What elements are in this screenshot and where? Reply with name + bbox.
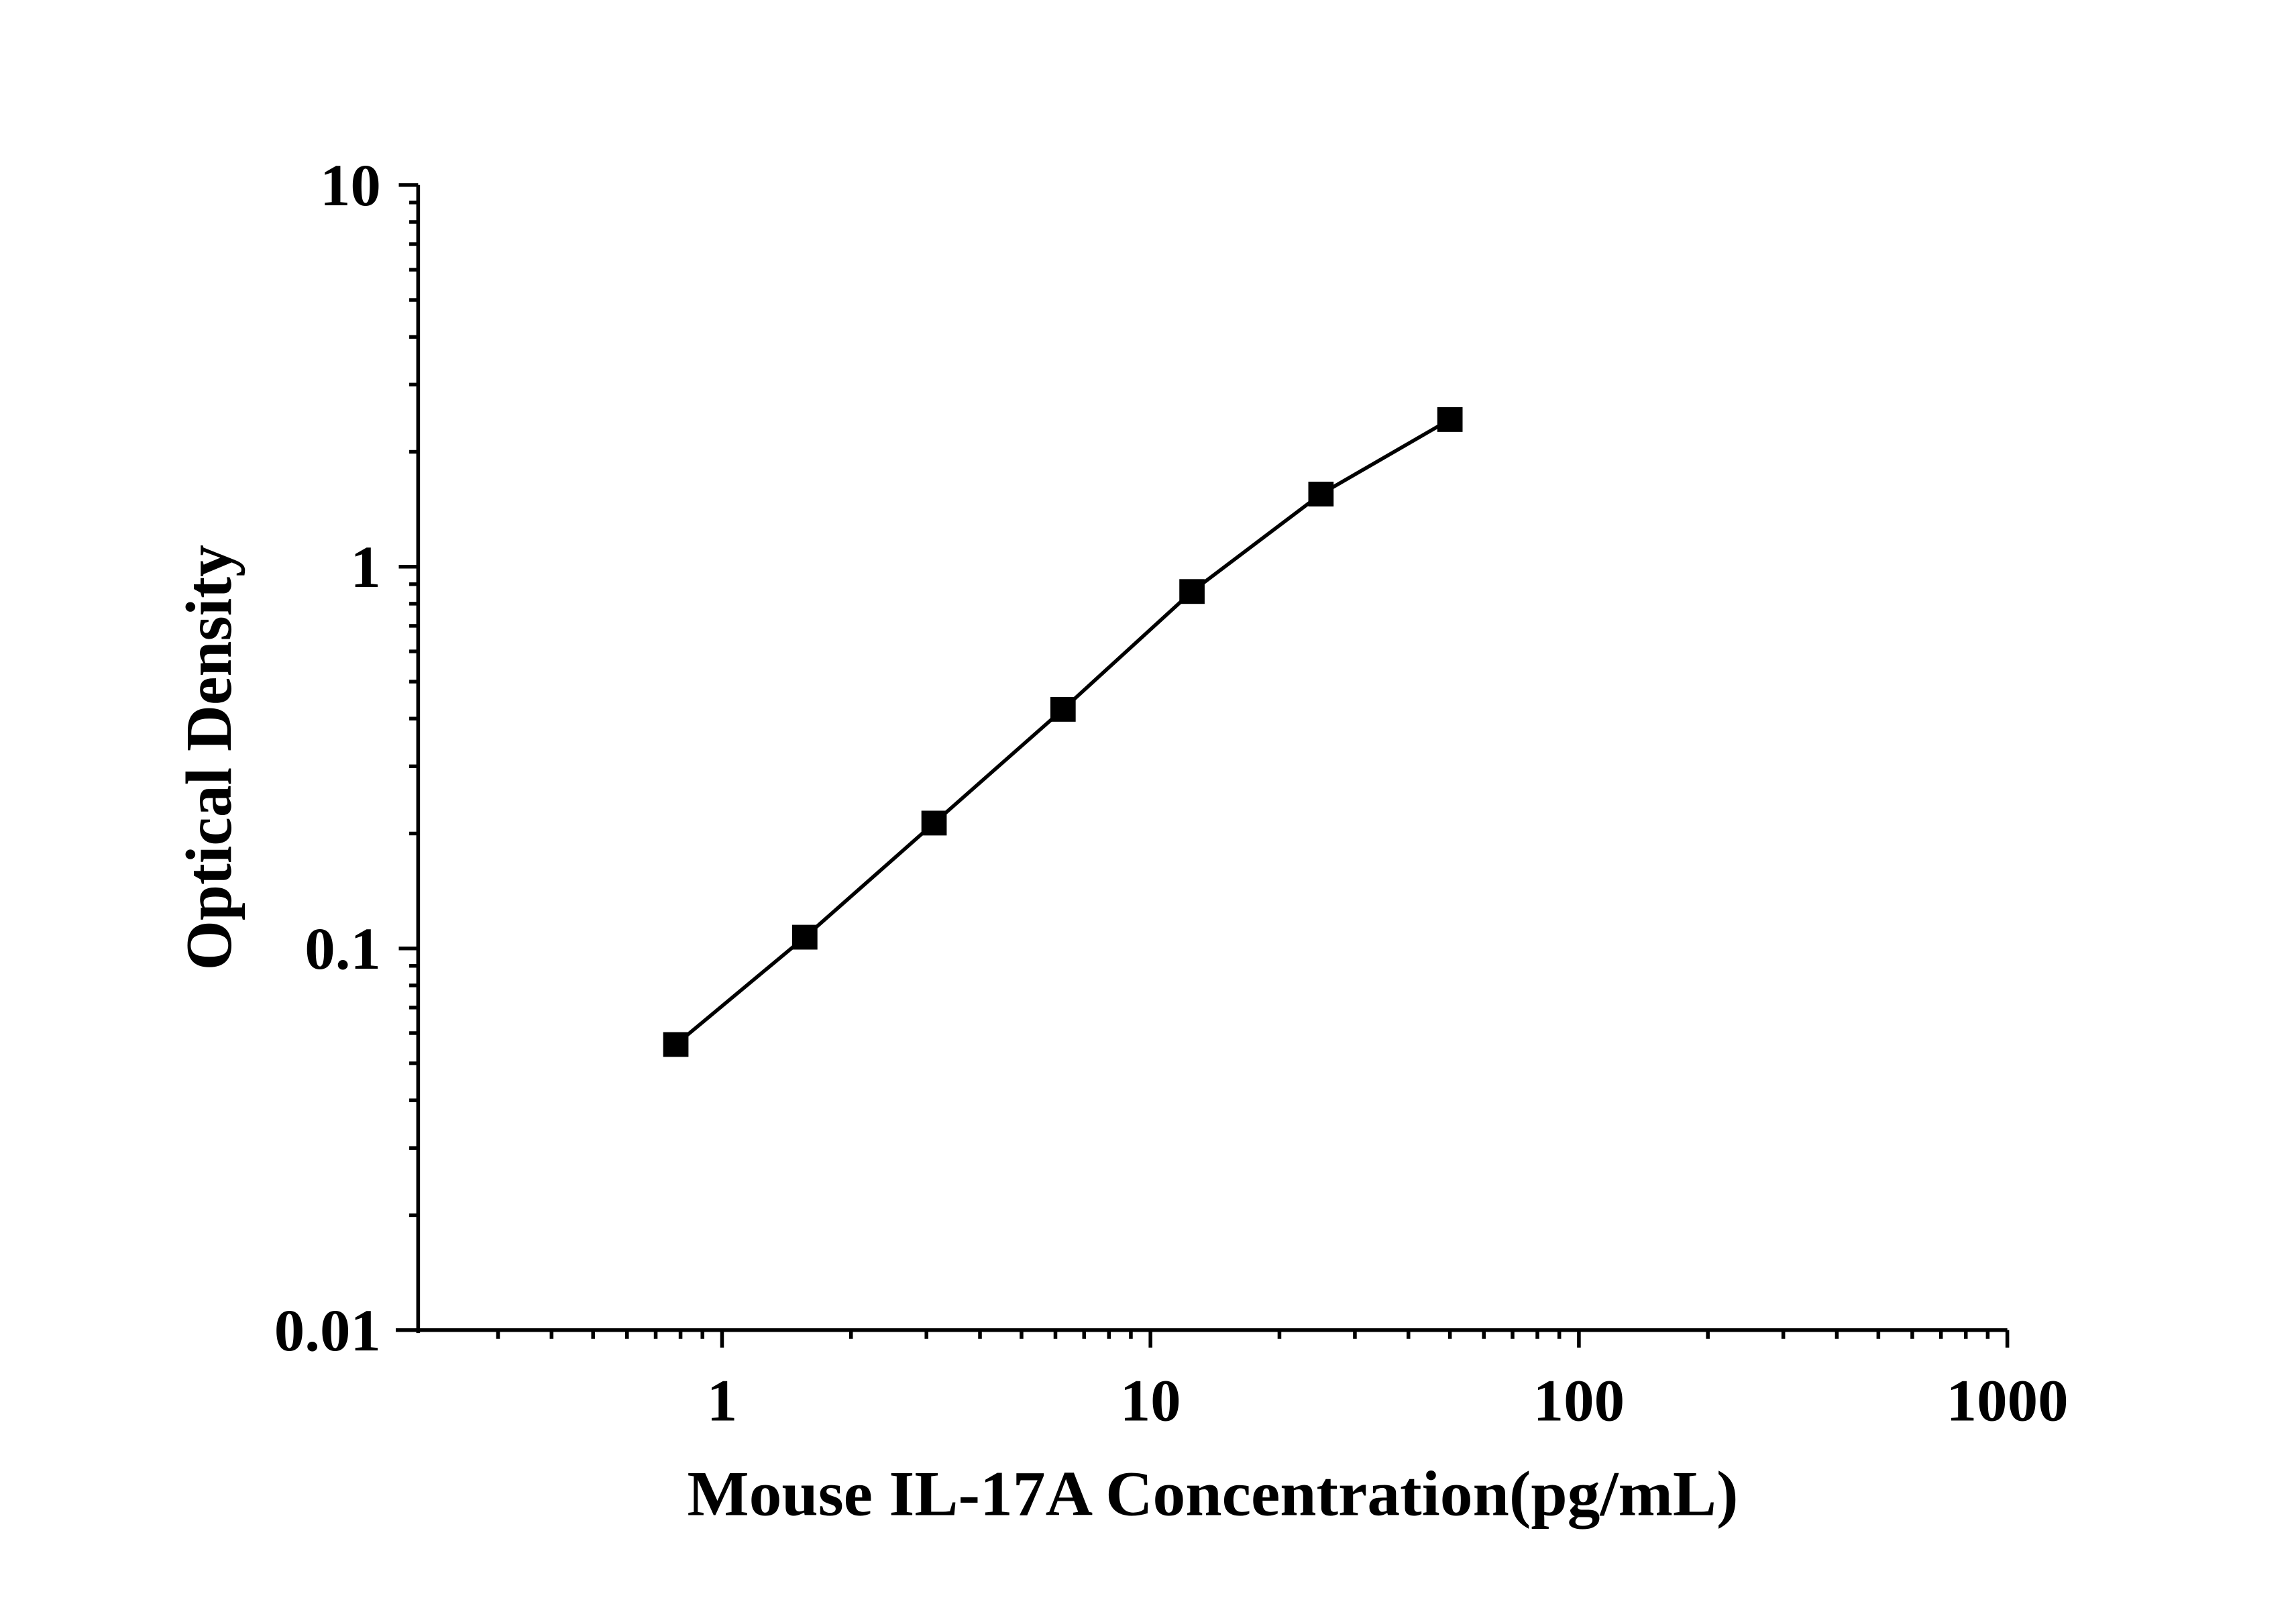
marker [1050,696,1076,722]
marker [921,810,947,836]
y-tick-label: 10 [320,153,381,219]
y-axis-title: Optical Density [172,545,245,970]
x-tick-label: 1000 [1947,1368,2069,1434]
y-tick-label: 0.01 [274,1298,381,1364]
x-axis-title: Mouse IL-17A Concentration(pg/mL) [687,1458,1738,1529]
y-tick-label: 1 [350,535,380,600]
x-tick-label: 100 [1533,1368,1625,1434]
marker [1437,407,1463,432]
y-tick-label: 0.1 [305,916,381,982]
marker [1308,482,1334,506]
marker [1179,579,1205,604]
x-tick-label: 1 [707,1368,737,1434]
x-tick-label: 10 [1120,1368,1181,1434]
marker [663,1032,689,1057]
marker [791,924,818,950]
